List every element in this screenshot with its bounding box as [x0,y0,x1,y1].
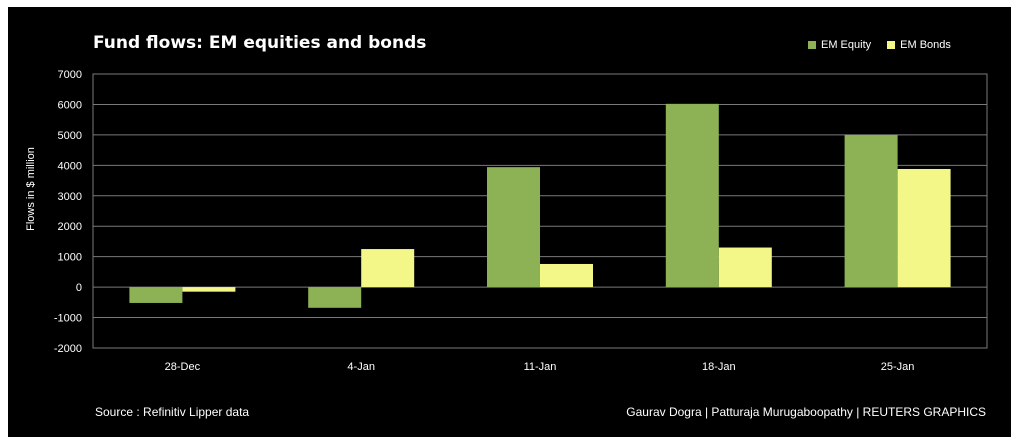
y-tick-label: 5000 [58,130,82,142]
plot-area [92,73,988,349]
bar-em-bonds [897,168,951,288]
legend-swatch-equity [808,41,816,49]
x-tick-label: 25-Jan [881,361,915,373]
source-note: Source : Refinitiv Lipper data [95,405,250,419]
bar-em-equity [487,167,540,288]
legend-swatch-bonds [887,41,896,49]
y-tick-label: 4000 [58,160,82,172]
legend-item-bonds: EM Bonds [887,39,951,51]
bar-em-bonds [361,249,415,288]
credit-note: Gaurav Dogra | Patturaja Murugaboopathy … [626,405,986,419]
x-tick-label: 4-Jan [347,361,375,373]
x-tick-label: 18-Jan [702,361,736,373]
bar-em-bonds [182,287,236,292]
bar-em-bonds [718,247,772,288]
legend-item-equity: EM Equity [808,39,871,51]
legend-label-equity: EM Equity [821,39,872,51]
y-tick-label: -1000 [54,313,82,325]
bar-em-equity [665,103,719,288]
bar-em-equity [129,287,183,303]
y-tick-label: 2000 [58,221,82,233]
bar-em-bonds [540,263,593,288]
chart-legend: EM Equity EM Bonds [808,39,951,51]
bar-em-equity [308,287,362,308]
legend-label-bonds: EM Bonds [900,39,951,51]
x-tick-label: 28-Dec [165,361,201,373]
y-tick-label: 1000 [58,252,82,264]
bar-em-equity [844,134,898,288]
x-tick-label: 11-Jan [524,361,557,373]
y-tick-label: -2000 [54,343,82,355]
y-tick-label: 0 [76,282,82,294]
y-tick-label: 6000 [58,99,82,111]
y-tick-label: 7000 [58,69,82,81]
chart-title: Fund flows: EM equities and bonds [93,33,427,53]
y-tick-label: 3000 [58,191,82,203]
